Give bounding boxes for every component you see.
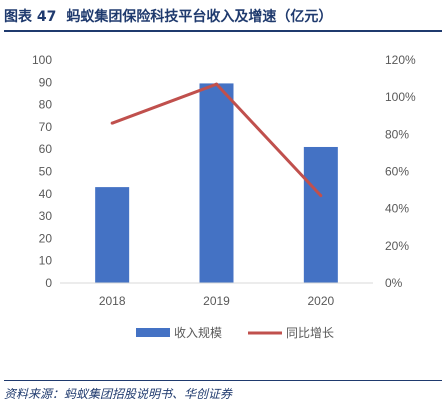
legend-label-revenue: 收入规模 [174,325,222,340]
bar-2018 [95,187,130,283]
y-left-tick-label: 60 [39,142,53,156]
x-tick-label: 2020 [307,294,334,308]
title-rule [4,30,442,32]
y-left-tick-label: 0 [45,276,52,290]
source-note: 资料来源：蚂蚁集团招股说明书、华创证券 [4,380,442,404]
y-left-tick-label: 50 [39,165,53,179]
y-right-tick-label: 120% [385,53,416,67]
figure-label: 图表 47 [4,9,57,25]
y-right-tick-label: 80% [385,127,409,141]
y-left-tick-label: 80 [39,98,53,112]
y-left-tick-label: 20 [39,231,53,245]
line-point-2020 [319,194,323,198]
chart-container: 0 10 20 30 40 50 60 70 80 90 100 0% 20% 40% 60% 80% 100%… [8,40,438,350]
y-left-tick-label: 70 [39,120,53,134]
figure-title-text: 蚂蚁集团保险科技平台收入及增速（亿元） [66,9,333,25]
y-left-tick-label: 100 [32,53,52,67]
x-tick-label: 2018 [99,294,126,308]
y-left-tick-label: 40 [39,187,53,201]
y-left-tick-label: 30 [39,209,53,223]
y-right-tick-label: 60% [385,165,409,179]
y-right-tick-label: 40% [385,202,409,216]
figure-title: 图表 47 蚂蚁集团保险科技平台收入及增速（亿元） [4,6,444,26]
legend-swatch-revenue [136,328,170,337]
y-right-tick-label: 0% [385,276,403,290]
y-right-tick-label: 100% [385,90,416,104]
y-left-tick-label: 90 [39,75,53,89]
line-point-2018 [110,121,114,125]
line-point-2019 [215,82,218,86]
y-left-tick-label: 10 [39,254,53,268]
bar-2019 [199,83,234,283]
legend-label-growth: 同比增长 [286,326,334,340]
x-tick-label: 2019 [203,294,230,308]
chart-svg: 0 10 20 30 40 50 60 70 80 90 100 0% 20% 40% 60% 80% 100%… [32,53,416,340]
y-right-tick-label: 20% [385,239,409,253]
bar-2020 [303,146,338,283]
